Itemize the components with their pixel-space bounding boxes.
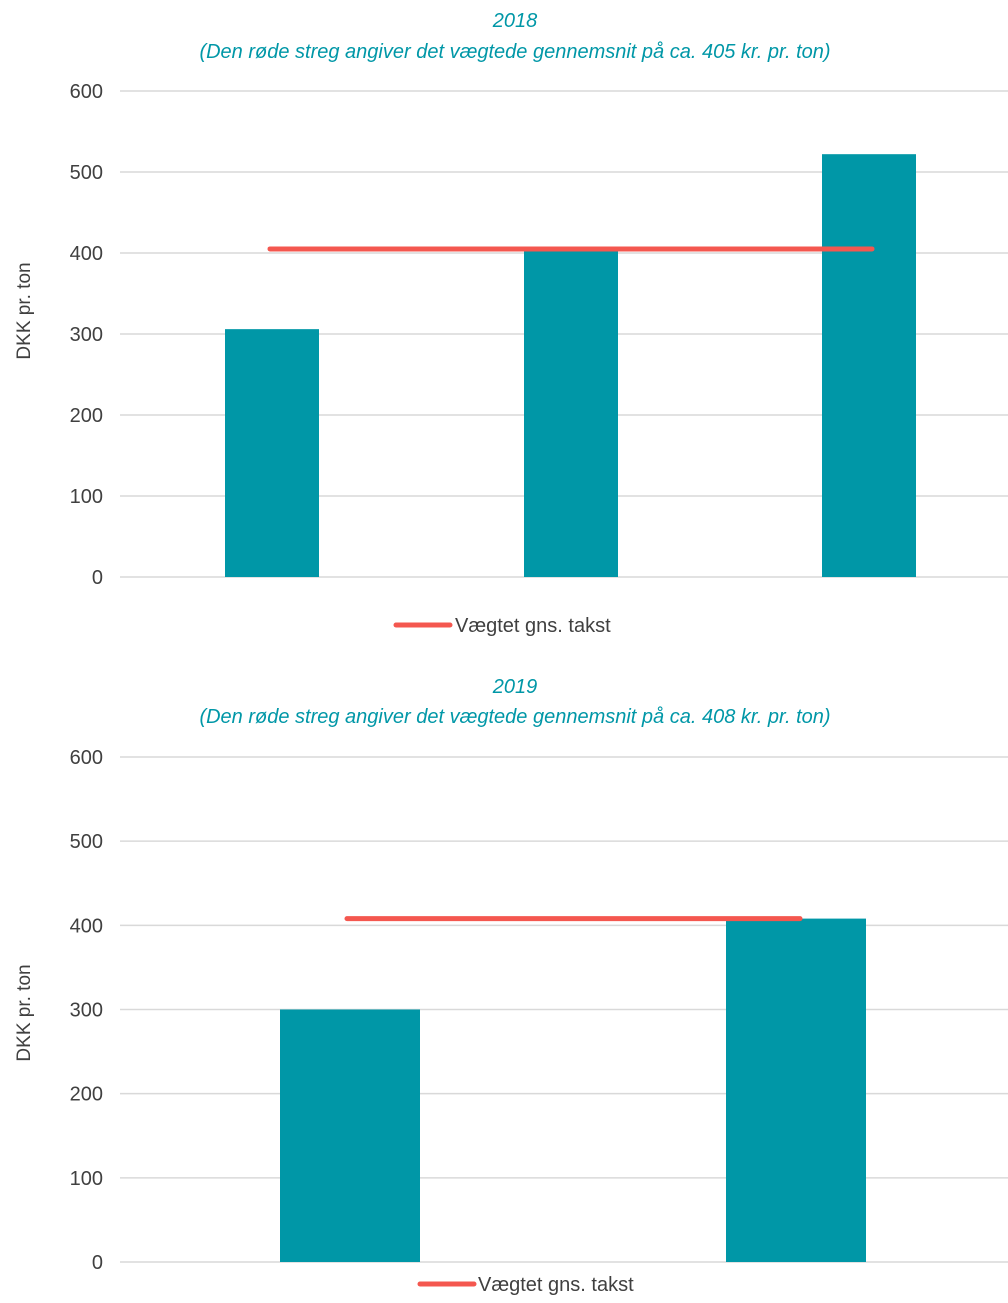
chart1-bar-2 [524,248,618,577]
chart1-bar-1 [225,329,319,577]
chart1-y-axis-label: DKK pr. ton [14,262,35,359]
chart2-legend-label: Vægtet gns. takst [478,1274,634,1296]
chart2-bar-2 [726,918,866,1262]
chart2-title: 2019 [492,676,538,698]
chart1-y-tick-label-600: 600 [70,81,103,103]
chart2-y-axis-label: DKK pr. ton [14,964,35,1061]
chart1-y-tick-label-300: 300 [70,324,103,346]
chart2-y-tick-label-400: 400 [70,915,103,937]
chart1-y-tick-label-100: 100 [70,486,103,508]
chart2-y-tick-label-500: 500 [70,831,103,853]
chart1-bar-3 [822,154,916,577]
chart1-title: 2018 [492,10,538,32]
chart2-y-tick-label-200: 200 [70,1084,103,1106]
chart1-y-tick-label-400: 400 [70,243,103,265]
chart2-subtitle: (Den røde streg angiver det vægtede genn… [199,706,830,728]
chart1-subtitle: (Den røde streg angiver det vægtede genn… [199,41,830,63]
chart1-legend-label: Vægtet gns. takst [455,615,611,637]
chart1-y-tick-label-200: 200 [70,405,103,427]
chart2-bar-1 [280,1009,420,1262]
chart2-y-tick-label-300: 300 [70,1000,103,1022]
chart2-y-tick-label-100: 100 [70,1168,103,1190]
chart2-y-tick-label-600: 600 [70,747,103,769]
chart2-y-tick-label-0: 0 [92,1252,103,1274]
chart1-y-tick-label-0: 0 [92,567,103,589]
chart1-y-tick-label-500: 500 [70,162,103,184]
